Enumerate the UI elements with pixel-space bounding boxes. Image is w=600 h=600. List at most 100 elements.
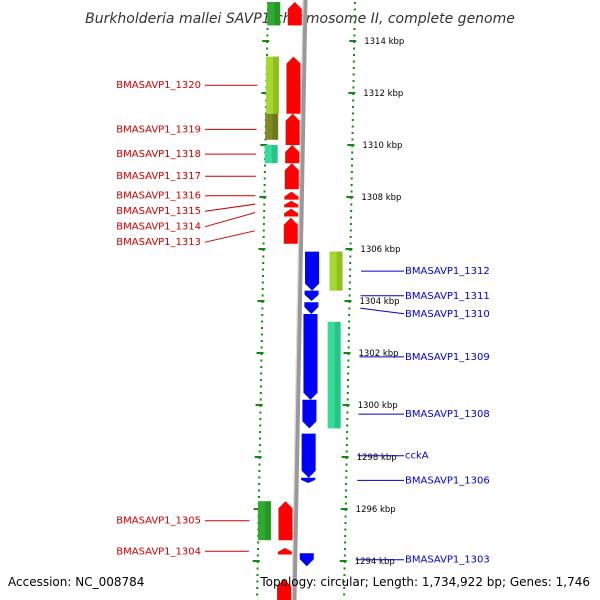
scale-dot — [348, 327, 351, 329]
scale-dot — [258, 450, 261, 453]
scale-dot — [262, 255, 265, 258]
scale-dot — [350, 210, 353, 212]
scale-dot — [266, 34, 269, 37]
scale-dot — [353, 21, 356, 24]
scale-dot — [352, 86, 355, 89]
scale-dot — [347, 340, 350, 342]
gene-label: BMASAVP1_1318 — [116, 149, 201, 160]
label-leader — [204, 230, 255, 243]
scale-dot — [259, 431, 262, 433]
scale-dot — [260, 333, 263, 336]
scale-dot — [263, 203, 266, 206]
scale-dot — [263, 184, 266, 186]
gene-arrow — [303, 314, 318, 400]
scale-dot — [351, 158, 354, 160]
scale-dot — [347, 359, 350, 362]
gene-label: cckA — [405, 451, 429, 462]
scale-dot — [347, 346, 350, 349]
scale-dot — [347, 379, 350, 381]
scale-dot — [262, 262, 265, 264]
gene-label: BMASAVP1_1312 — [405, 266, 490, 277]
scale-dot — [350, 216, 353, 219]
scale-dot — [351, 151, 354, 154]
gene-arrow — [285, 113, 300, 145]
scale-dot — [353, 47, 356, 50]
gene-label: BMASAVP1_1308 — [405, 409, 490, 420]
gene-label: BMASAVP1_1311 — [405, 291, 490, 302]
scale-dot — [351, 112, 354, 115]
gene-label: BMASAVP1_1306 — [405, 475, 490, 486]
scale-dot — [347, 372, 350, 375]
gene-arrow — [304, 290, 319, 301]
scale-dot — [261, 275, 264, 277]
gene-arrow — [284, 200, 299, 208]
scale-dot — [256, 567, 259, 570]
protein-domain — [329, 251, 343, 291]
scale-dot — [258, 437, 261, 440]
domain-tracks — [257, 2, 343, 541]
tick-label: 1304 kbp — [359, 297, 399, 307]
gene-arrow — [284, 163, 299, 190]
scale-dot — [256, 548, 259, 550]
scale-dot — [261, 314, 264, 316]
protein-domain-shade — [336, 251, 343, 291]
scale-dot — [345, 483, 348, 485]
major-tick-left — [254, 456, 262, 458]
scale-dot — [345, 489, 348, 492]
scale-dot — [348, 314, 351, 316]
scale-dot — [261, 327, 264, 329]
major-tick-left — [255, 404, 263, 406]
scale-dot — [350, 203, 353, 206]
scale-dot — [256, 580, 259, 583]
scale-dot — [263, 164, 266, 167]
scale-dot — [256, 574, 259, 576]
scale-dot — [266, 47, 269, 50]
scale-dot — [260, 359, 263, 362]
gene-label: BMASAVP1_1320 — [116, 80, 201, 91]
scale-dot — [351, 138, 354, 141]
protein-domain — [327, 321, 341, 429]
scale-dot — [261, 320, 264, 323]
scale-ticks: 1314 kbp 1312 kbp 1310 kbp 1308 kbp 1306 kbp… — [252, 2, 404, 596]
major-tick-left — [260, 144, 268, 146]
tick-label: 1298 kbp — [357, 453, 397, 463]
major-tick-right — [348, 92, 356, 94]
scale-dot — [258, 476, 261, 479]
protein-domain-shade — [273, 56, 279, 114]
chromosome-backbone — [291, 0, 308, 600]
scale-dot — [346, 418, 349, 420]
scale-dot — [348, 307, 351, 310]
gene-label: BMASAVP1_1314 — [116, 222, 201, 233]
scale-dot — [349, 268, 352, 271]
scale-dot — [259, 424, 262, 427]
scale-dot — [348, 320, 351, 323]
scale-dot — [345, 463, 348, 466]
scale-dot — [262, 268, 265, 271]
backbone-highlight — [291, 0, 304, 600]
scale-dot — [353, 54, 356, 56]
gene-label: BMASAVP1_1309 — [405, 352, 490, 363]
scale-dot — [346, 411, 349, 414]
scale-dot — [258, 444, 261, 446]
major-tick-right — [342, 404, 350, 406]
gene-arrow — [301, 477, 316, 483]
major-tick-right — [349, 40, 357, 42]
scale-dot — [262, 236, 265, 238]
scale-dot — [344, 496, 347, 498]
scale-dot — [261, 288, 264, 290]
tick-label: 1308 kbp — [361, 193, 401, 203]
scale-dot — [345, 470, 348, 472]
scale-dot — [258, 463, 261, 466]
scale-dot — [348, 275, 351, 277]
scale-dot — [352, 60, 355, 63]
gene-arrow — [284, 191, 299, 200]
gene-arrow — [286, 56, 301, 114]
protein-domain-shade — [265, 501, 271, 541]
scale-dot — [352, 67, 355, 69]
major-tick-left — [259, 196, 267, 198]
scale-dot — [259, 411, 262, 414]
gene-arrow — [277, 579, 292, 600]
tick-label: 1294 kbp — [355, 557, 395, 567]
label-leader — [360, 307, 405, 315]
tick-label: 1300 kbp — [358, 401, 398, 411]
